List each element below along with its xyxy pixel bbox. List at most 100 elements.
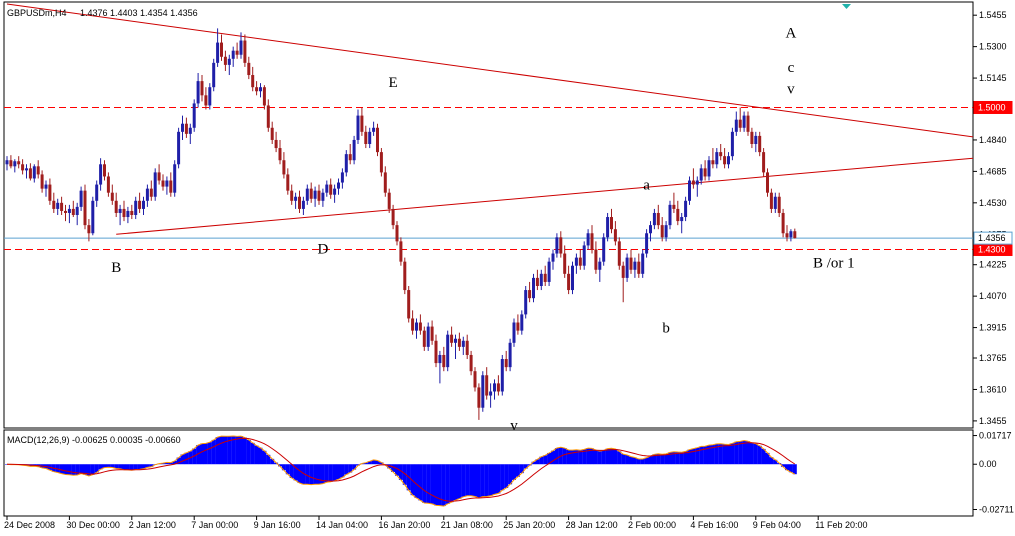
candle — [516, 314, 520, 335]
macd-bar — [309, 464, 314, 485]
candle — [766, 168, 769, 197]
candle — [278, 139, 282, 165]
macd-bar — [453, 464, 458, 501]
macd-tick-label: 0.01717 — [979, 431, 1012, 441]
shift-marker-icon[interactable] — [842, 4, 851, 9]
macd-bar — [617, 451, 622, 465]
candle — [504, 350, 508, 372]
candle — [372, 121, 376, 136]
candle — [181, 115, 184, 140]
candle — [617, 237, 621, 270]
macd-bar — [437, 464, 442, 506]
time-tick-label: 9 Jan 16:00 — [254, 520, 301, 530]
candle — [247, 56, 251, 80]
candle-body — [750, 131, 754, 144]
candle-body — [387, 192, 391, 209]
ohlc-header: 1.4376 1.4403 1.4354 1.4356 — [80, 8, 198, 18]
candle — [364, 125, 368, 149]
candle-body — [773, 196, 777, 209]
candle — [699, 164, 703, 185]
candle-body — [508, 342, 512, 368]
candle-body — [235, 50, 239, 55]
macd-bar — [371, 459, 376, 465]
candle — [9, 155, 13, 169]
candle — [450, 326, 454, 347]
candle-body — [122, 208, 126, 218]
candle — [465, 334, 469, 360]
macd-bar — [426, 464, 431, 504]
candle-body — [145, 188, 149, 201]
candle-body — [251, 75, 255, 88]
candle — [235, 42, 239, 59]
macd-bar — [430, 464, 435, 504]
macd-bar — [203, 443, 208, 465]
candle — [48, 178, 52, 205]
candle — [387, 188, 391, 213]
candle-body — [555, 237, 559, 254]
macd-bar — [582, 449, 587, 465]
macd-bar — [379, 462, 384, 465]
candle — [220, 34, 223, 61]
candle — [684, 196, 688, 222]
candle — [571, 261, 574, 295]
candle — [524, 286, 528, 319]
candle-body — [762, 152, 766, 173]
macd-bar — [714, 443, 719, 465]
candle — [469, 350, 473, 376]
candle-body — [625, 257, 629, 278]
macd-pane[interactable]: 0.01717 0.00 -0.02711 — [3, 429, 1014, 517]
candle — [652, 208, 656, 230]
price-tag-label: 1.4300 — [978, 244, 1006, 254]
candle — [227, 54, 231, 76]
candle-body — [512, 322, 516, 343]
macd-bar — [699, 446, 704, 465]
candle-body — [142, 200, 145, 209]
candle — [399, 237, 403, 266]
candle-body — [567, 273, 571, 291]
candle — [138, 192, 142, 213]
macd-bar — [235, 436, 240, 465]
macd-bar — [75, 464, 80, 476]
candle — [212, 58, 216, 92]
trendlines — [6, 3, 974, 235]
candle-body — [28, 168, 32, 179]
trendline-upper[interactable] — [6, 3, 974, 138]
macd-bar — [543, 455, 548, 465]
candle — [481, 371, 485, 412]
candle — [52, 192, 56, 213]
candle-body — [766, 172, 769, 193]
macd-bar — [219, 436, 224, 465]
candle-body — [114, 200, 118, 213]
candle-body — [196, 81, 200, 104]
candle — [321, 188, 325, 207]
candle — [738, 107, 742, 132]
trendline-lower[interactable] — [116, 157, 974, 235]
candle-body — [200, 81, 204, 96]
time-tick-label: 24 Dec 2008 — [4, 520, 55, 530]
macd-bar — [344, 464, 349, 475]
candle-body — [344, 154, 348, 173]
macd-bar — [71, 464, 76, 476]
candle — [594, 241, 598, 274]
macd-bar — [168, 462, 173, 465]
candle-body — [680, 217, 684, 222]
candle-body — [103, 164, 106, 177]
wave-label: v — [787, 81, 795, 97]
candle — [711, 148, 715, 169]
candle-body — [169, 180, 173, 193]
candle-body — [535, 277, 539, 286]
candle-body — [64, 210, 67, 213]
macd-bar — [554, 448, 559, 465]
macd-bar — [648, 456, 653, 465]
candle — [625, 253, 629, 282]
candle — [161, 174, 165, 191]
candle-body — [707, 160, 711, 177]
candle — [656, 204, 660, 230]
candle-body — [204, 95, 208, 106]
main-pane[interactable] — [3, 1, 974, 429]
macd-bar — [125, 464, 130, 470]
time-tick-label: 25 Jan 20:00 — [503, 520, 555, 530]
candle — [785, 225, 789, 242]
